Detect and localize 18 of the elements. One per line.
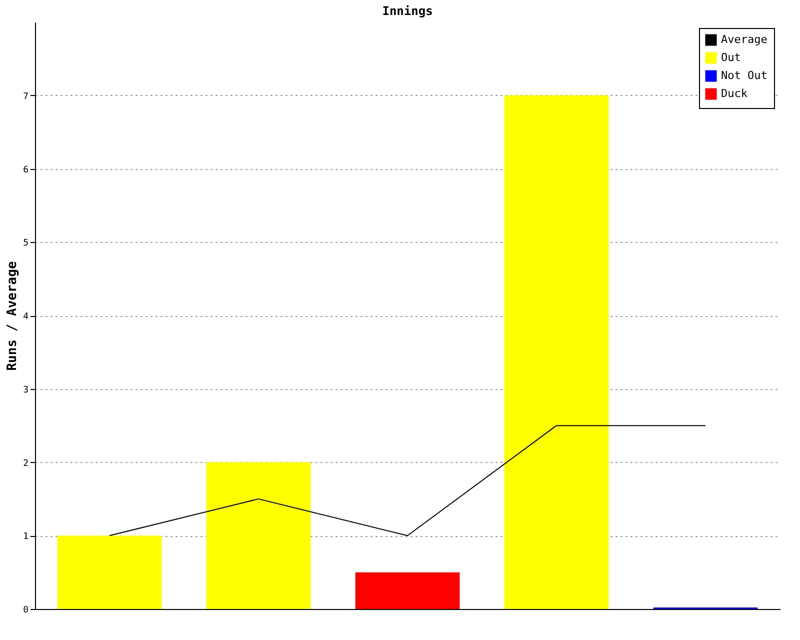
y-tick-label: 3 <box>23 385 28 396</box>
y-tick-label: 4 <box>23 312 28 322</box>
y-tick-label: 7 <box>23 92 28 102</box>
legend-label: Duck <box>721 87 748 100</box>
y-tick-label: 6 <box>23 165 28 176</box>
bar <box>57 536 162 609</box>
legend-label: Out <box>721 51 741 64</box>
chart-title: Innings <box>382 4 433 18</box>
bar <box>206 462 311 609</box>
bar <box>504 95 609 609</box>
y-tick-label: 0 <box>23 606 28 616</box>
y-tick-label: 2 <box>23 458 28 469</box>
y-axis-title: Runs / Average <box>5 261 20 371</box>
bar <box>355 572 460 609</box>
y-tick-label: 5 <box>23 238 28 249</box>
legend-label: Average <box>721 33 768 46</box>
legend-label: Not Out <box>721 69 768 82</box>
y-tick-label: 1 <box>23 532 28 542</box>
